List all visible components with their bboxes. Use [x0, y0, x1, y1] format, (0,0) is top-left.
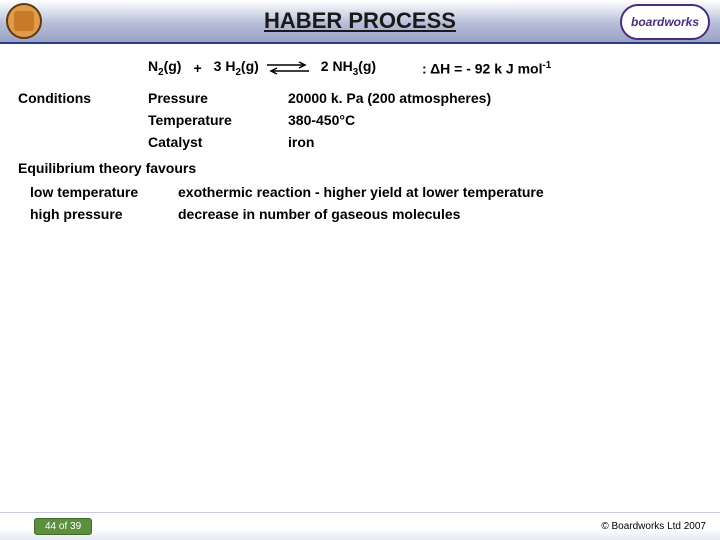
conditions-row-0: Conditions Pressure 20000 k. Pa (200 atm…	[18, 90, 702, 106]
eq-n2-phase: (g)	[164, 58, 182, 74]
conditions-label: Conditions	[18, 90, 148, 106]
brand-text: boardworks	[631, 15, 699, 29]
conditions-label-spacer-2	[18, 134, 148, 150]
cond-val-1: 380-450°C	[288, 112, 355, 128]
favours-row-1: high pressure decrease in number of gase…	[30, 206, 702, 222]
cond-val-2: iron	[288, 134, 314, 150]
eq-dh-label: : ΔH = - 92 k J mol	[422, 60, 542, 76]
footer-bar: 44 of 39 © Boardworks Ltd 2007	[0, 512, 720, 540]
fav-key-1: high pressure	[30, 206, 178, 222]
fav-key-0: low temperature	[30, 184, 178, 200]
eq-nh3-coeff: 2 NH	[321, 58, 353, 74]
fav-val-1: decrease in number of gaseous molecules	[178, 206, 460, 222]
conditions-row-1: Temperature 380-450°C	[18, 112, 702, 128]
eq-plus: +	[193, 60, 201, 76]
page-indicator: 44 of 39	[34, 518, 92, 535]
eq-n2: N2(g)	[148, 58, 181, 78]
eq-n2-sym: N	[148, 58, 158, 74]
conditions-row-2: Catalyst iron	[18, 134, 702, 150]
page-title: HABER PROCESS	[0, 8, 720, 34]
eq-h2-coeff: 3 H	[214, 58, 236, 74]
equation: N2(g) + 3 H2(g) 2 NH3(g) : ΔH = - 92 k J…	[148, 58, 702, 78]
header-bar: HABER PROCESS boardworks	[0, 0, 720, 44]
brand-logo: boardworks	[620, 4, 710, 40]
fav-val-0: exothermic reaction - higher yield at lo…	[178, 184, 544, 200]
conditions-label-spacer-1	[18, 112, 148, 128]
equilibrium-heading: Equilibrium theory favours	[18, 160, 702, 176]
eq-dh-sup: -1	[542, 60, 551, 71]
cond-val-0: 20000 k. Pa (200 atmospheres)	[288, 90, 491, 106]
cond-key-0: Pressure	[148, 90, 288, 106]
slide-content: N2(g) + 3 H2(g) 2 NH3(g) : ΔH = - 92 k J…	[0, 44, 720, 222]
eq-h2: 3 H2(g)	[214, 58, 259, 78]
cond-key-2: Catalyst	[148, 134, 288, 150]
eq-nh3: 2 NH3(g)	[321, 58, 376, 78]
equilibrium-arrow-icon	[265, 61, 311, 75]
favours-row-0: low temperature exothermic reaction - hi…	[30, 184, 702, 200]
eq-dh: : ΔH = - 92 k J mol-1	[422, 60, 551, 77]
eq-h2-phase: (g)	[241, 58, 259, 74]
cond-key-1: Temperature	[148, 112, 288, 128]
copyright-text: © Boardworks Ltd 2007	[601, 521, 706, 532]
eq-nh3-phase: (g)	[358, 58, 376, 74]
